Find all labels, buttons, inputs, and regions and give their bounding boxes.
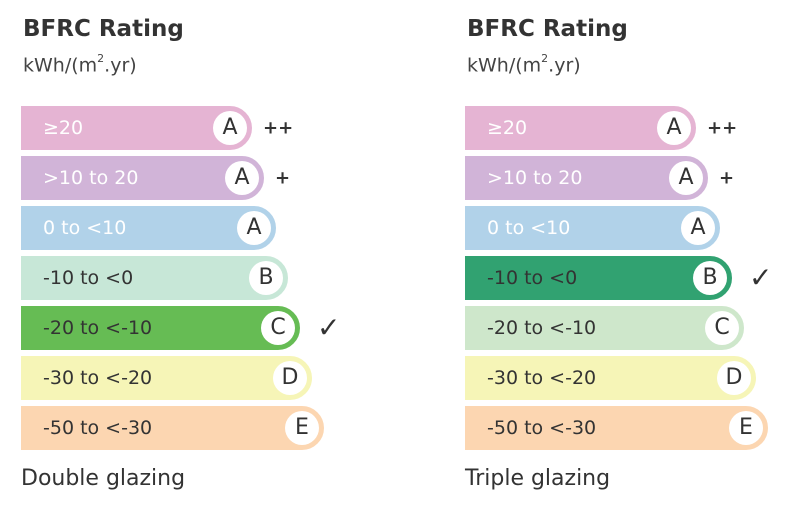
band-range-label: -30 to <-20 <box>43 367 153 389</box>
panel-caption: Triple glazing <box>465 466 611 491</box>
band-letter-badge: E <box>729 411 763 445</box>
band-letter-badge: A <box>657 111 691 145</box>
double-glazing-panel: BFRC Rating kWh/(m2.yr) ≥20 A ++ >10 to 20 A… <box>21 0 381 514</box>
band-letter-badge: A <box>669 161 703 195</box>
band-suffix: + <box>275 167 291 189</box>
band-letter-badge: A <box>225 161 259 195</box>
rating-band: -30 to <-20 D <box>21 356 312 400</box>
rating-band: -10 to <0 B <box>21 256 288 300</box>
rating-band: ≥20 A ++ <box>21 106 293 150</box>
band-letter-badge: C <box>261 311 295 345</box>
selected-check-icon: ✓ <box>317 311 341 344</box>
band-suffix: + <box>719 167 735 189</box>
band-range-label: >10 to 20 <box>43 167 139 189</box>
band-letter-badge: C <box>705 311 739 345</box>
band-range-label: -20 to <-10 <box>43 317 153 339</box>
rating-band: -20 to <-10 C ✓ <box>21 306 340 350</box>
panel-title: BFRC Rating <box>467 16 628 42</box>
band-letter-badge: E <box>285 411 319 445</box>
band-letter-badge: B <box>693 261 727 295</box>
band-range-label: ≥20 <box>487 117 528 139</box>
band-letter-badge: A <box>213 111 247 145</box>
selected-check-icon: ✓ <box>749 261 773 294</box>
band-range-label: -50 to <-30 <box>487 417 597 439</box>
band-letter-badge: A <box>237 211 271 245</box>
rating-band: -10 to <0 B ✓ <box>465 256 772 300</box>
band-range-label: -50 to <-30 <box>43 417 153 439</box>
band-range-label: 0 to <10 <box>43 217 127 239</box>
rating-band: ≥20 A ++ <box>465 106 737 150</box>
band-range-label: -10 to <0 <box>43 267 134 289</box>
unit-label: kWh/(m2.yr) <box>467 52 581 77</box>
rating-band: -30 to <-20 D <box>465 356 756 400</box>
band-letter-badge: B <box>249 261 283 295</box>
band-range-label: -30 to <-20 <box>487 367 597 389</box>
rating-band: 0 to <10 A <box>465 206 720 250</box>
band-range-label: -20 to <-10 <box>487 317 597 339</box>
band-letter-badge: D <box>273 361 307 395</box>
rating-band: >10 to 20 A + <box>465 156 734 200</box>
band-range-label: -10 to <0 <box>487 267 578 289</box>
rating-band: -20 to <-10 C <box>465 306 744 350</box>
band-range-label: 0 to <10 <box>487 217 571 239</box>
rating-band: >10 to 20 A + <box>21 156 290 200</box>
rating-band: -50 to <-30 E <box>465 406 768 450</box>
band-letter-badge: D <box>717 361 751 395</box>
band-range-label: ≥20 <box>43 117 84 139</box>
panel-title: BFRC Rating <box>23 16 184 42</box>
band-suffix: ++ <box>263 117 294 139</box>
triple-glazing-panel: BFRC Rating kWh/(m2.yr) ≥20 A ++ >10 to 20 A… <box>465 0 800 514</box>
unit-label: kWh/(m2.yr) <box>23 52 137 77</box>
rating-band: -50 to <-30 E <box>21 406 324 450</box>
band-suffix: ++ <box>707 117 738 139</box>
panel-caption: Double glazing <box>21 466 186 491</box>
band-letter-badge: A <box>681 211 715 245</box>
band-range-label: >10 to 20 <box>487 167 583 189</box>
rating-band: 0 to <10 A <box>21 206 276 250</box>
